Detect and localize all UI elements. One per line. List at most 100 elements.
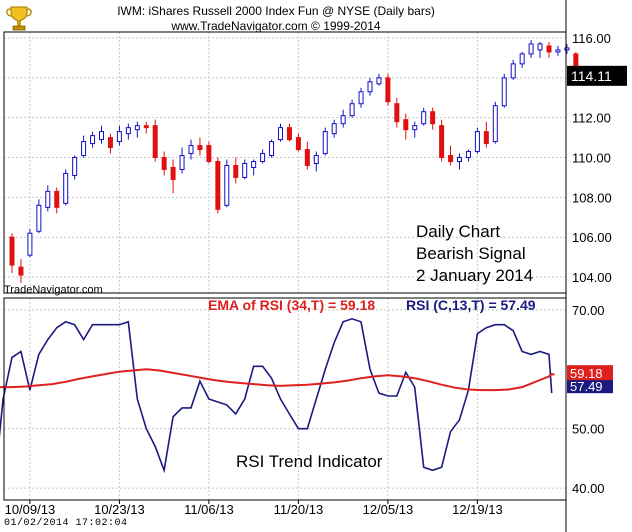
rsi-lines [0,317,555,474]
axes [3,0,567,532]
candle-body [72,157,78,176]
rsi-line [0,317,553,474]
candle-body [501,77,507,107]
candle-body [242,162,248,178]
annotation-line-1: Daily Chart [416,222,501,241]
candle-body [54,190,60,208]
candle-body [170,166,176,180]
price-tick-label: 106.00 [572,230,612,245]
candle-body [483,131,489,145]
candle-body [519,53,525,65]
candle-body [448,155,454,163]
candle-body [331,123,337,135]
price-tick-label: 116.00 [572,31,611,46]
candle-body [358,91,364,105]
candle-body [295,137,301,151]
candle-body [251,161,257,168]
x-tick-label: 10/09/13 [5,502,56,517]
candle-body [322,131,328,155]
candle-body [152,125,158,159]
candle-body [134,125,140,131]
candle-body [403,119,409,131]
annotation-line-2: Bearish Signal [416,244,526,263]
candle-body [9,236,15,266]
candle-body [90,135,96,145]
y-axis-labels: 104.00106.00108.00110.00112.00114.00116.… [572,31,612,496]
candle-body [457,157,462,163]
price-candles [9,39,579,284]
candle-body [81,141,87,157]
candle-body [179,155,185,170]
x-tick-label: 11/06/13 [184,502,234,517]
ema-legend-label: EMA of RSI (34,T) = 59.18 [208,297,376,313]
candle-body [528,43,534,55]
rsi-legend-label: RSI (C,13,T) = 57.49 [406,297,536,313]
candle-body [63,172,69,204]
candle-body [376,77,382,85]
candle-body [45,190,51,208]
candle-body [474,131,480,153]
candle-body [188,145,194,155]
candle-body [510,63,516,79]
candle-body [537,43,543,51]
chart-subtitle: www.TradeNavigator.com © 1999-2014 [171,19,381,33]
last-price-value: 114.11 [571,68,612,84]
candle-body [555,49,561,53]
candle-body [269,141,275,157]
candle-body [286,127,292,141]
credit-label: TradeNavigator.com [4,284,103,296]
ema-flag-value: 59.18 [570,366,603,381]
candle-body [367,81,373,93]
candle-body [260,153,266,163]
rsi-tick-label: 70.00 [572,303,605,318]
timestamp: 01/02/2014 17:02:04 [4,518,128,529]
ema-line [0,368,555,392]
x-tick-label: 12/19/13 [452,502,503,517]
candle-body [304,149,310,166]
last-price-flag [567,65,627,86]
candle-body [546,45,552,53]
rsi-flag [567,380,613,394]
price-gridlines [4,32,566,293]
candle-body [161,157,167,170]
candle-body [125,127,131,135]
price-tick-label: 110.00 [572,151,611,166]
candle-body [564,47,570,51]
x-tick-label: 10/23/13 [94,502,145,517]
candle-body [224,164,230,206]
chart-annotation: Daily Chart Bearish Signal 2 January 201… [416,221,533,287]
candle-body [385,77,391,103]
candle-body [206,145,212,163]
candle-body [349,103,355,117]
candle-body [430,111,436,125]
candle-body [36,204,42,232]
candle-body [18,266,24,276]
candle-body [99,131,104,141]
candle-body [233,164,239,178]
price-tick-label: 108.00 [572,190,612,205]
rsi-flag-value: 57.49 [570,379,603,394]
candle-body [116,131,122,143]
indicator-title: RSI Trend Indicator [236,452,383,471]
x-tick-label: 11/20/13 [274,502,324,517]
candle-body [412,125,418,131]
candle-body [215,161,221,210]
rsi-tick-label: 50.00 [572,422,605,437]
price-tick-label: 104.00 [572,270,612,285]
price-tick-label: 112.00 [572,111,611,126]
rsi-tick-label: 40.00 [572,481,605,496]
candle-body [465,151,471,159]
chart-title: IWM: iShares Russell 2000 Index Fun @ NY… [117,4,435,18]
x-tick-label: 12/05/13 [363,502,414,517]
candle-body [197,145,203,151]
candle-body [143,125,149,129]
annotation-line-3: 2 January 2014 [416,266,534,285]
candle-body [278,127,283,141]
candle-body [27,232,33,256]
candle-body [313,155,319,164]
candle-body [421,111,427,125]
trophy-logo-icon [6,6,32,31]
candle-body [394,103,400,123]
